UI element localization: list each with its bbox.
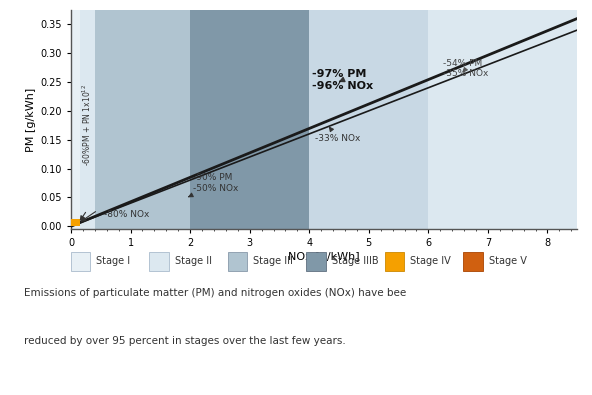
Text: Emissions of particulate matter (PM) and nitrogen oxides (NOx) have bee: Emissions of particulate matter (PM) and…: [24, 288, 406, 298]
Text: -80% NOx: -80% NOx: [104, 210, 149, 219]
Text: reduced by over 95 percent in stages over the last few years.: reduced by over 95 percent in stages ove…: [24, 336, 345, 346]
Text: -33% NOx: -33% NOx: [315, 127, 361, 143]
Text: Stage I: Stage I: [96, 256, 130, 266]
FancyBboxPatch shape: [464, 252, 482, 271]
Text: Stage III: Stage III: [253, 256, 293, 266]
X-axis label: NOx [g/kWh]: NOx [g/kWh]: [288, 252, 360, 262]
Polygon shape: [71, 219, 80, 226]
Text: Stage V: Stage V: [488, 256, 526, 266]
FancyBboxPatch shape: [228, 252, 247, 271]
Bar: [309, 10, 429, 229]
Text: -54% PM
-35% NOx: -54% PM -35% NOx: [443, 59, 488, 78]
FancyBboxPatch shape: [385, 252, 404, 271]
Text: Stage II: Stage II: [175, 256, 212, 266]
Y-axis label: PM [g/kWh]: PM [g/kWh]: [26, 87, 36, 152]
Text: -97% PM
-96% NOx: -97% PM -96% NOx: [312, 69, 374, 91]
Text: -90% PM
-50% NOx: -90% PM -50% NOx: [189, 173, 239, 197]
Bar: [71, 10, 80, 229]
Text: Stage IV: Stage IV: [410, 256, 451, 266]
FancyBboxPatch shape: [150, 252, 169, 271]
FancyBboxPatch shape: [307, 252, 326, 271]
FancyBboxPatch shape: [71, 252, 90, 271]
Text: -60%PM + PN 1x10$^{12}$: -60%PM + PN 1x10$^{12}$: [81, 84, 94, 166]
Bar: [190, 10, 309, 229]
Bar: [429, 10, 577, 229]
Bar: [95, 10, 190, 229]
Bar: [80, 10, 95, 229]
Text: Stage IIIB: Stage IIIB: [332, 256, 378, 266]
